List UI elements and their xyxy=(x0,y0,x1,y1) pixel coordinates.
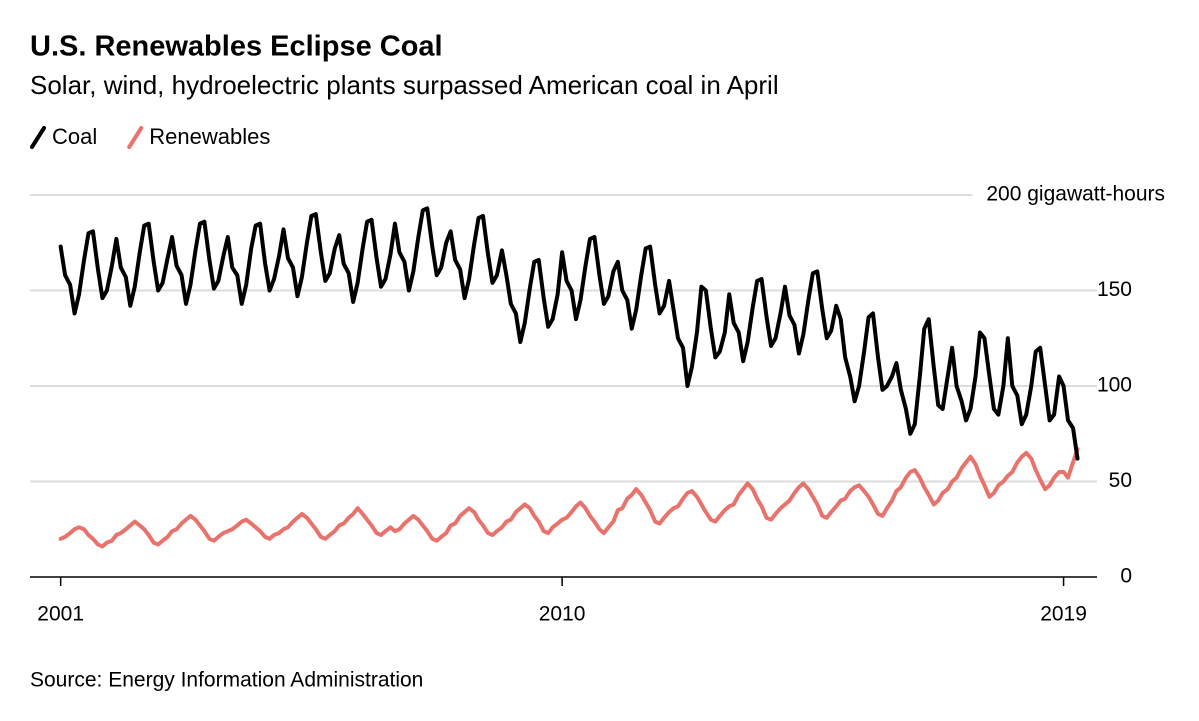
x-tick-label: 2001 xyxy=(37,603,84,626)
y-tick-label: 0 xyxy=(1120,565,1132,588)
chart-subtitle: Solar, wind, hydroelectric plants surpas… xyxy=(30,70,779,100)
x-tick-label: 2019 xyxy=(1040,603,1087,626)
legend-label: Coal xyxy=(52,124,97,149)
legend-swatch xyxy=(127,126,144,149)
y-tick-label: 150 xyxy=(1097,278,1132,301)
y-tick-label: 100 xyxy=(1097,374,1132,397)
legend-swatch xyxy=(30,126,46,149)
x-tick-label: 2010 xyxy=(539,603,586,626)
series-line xyxy=(58,206,1080,461)
y-tick-label: 50 xyxy=(1109,469,1132,492)
y-tick-label: 200 gigawatt-hours xyxy=(986,183,1165,206)
chart-title: U.S. Renewables Eclipse Coal xyxy=(30,31,443,63)
legend-label: Renewables xyxy=(149,124,270,149)
source-note: Source: Energy Information Administratio… xyxy=(30,669,423,692)
series-line xyxy=(58,447,1080,549)
